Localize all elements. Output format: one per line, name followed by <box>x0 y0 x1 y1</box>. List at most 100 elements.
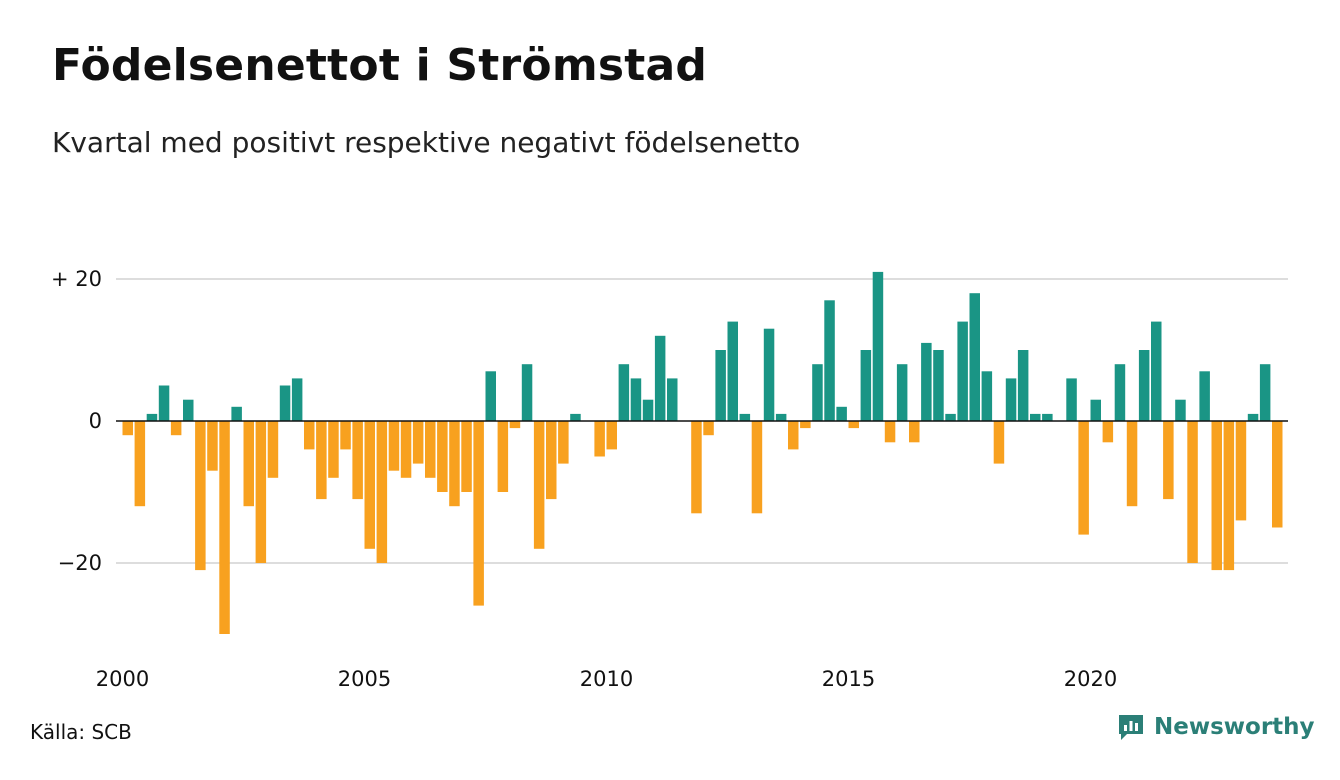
bar-positive <box>1259 364 1271 421</box>
bar-positive <box>945 413 956 421</box>
source-note: Källa: SCB <box>30 720 132 744</box>
bar-negative <box>848 421 859 429</box>
brand-logo[interactable]: Newsworthy <box>1116 712 1315 742</box>
bar-positive <box>921 342 932 421</box>
bar-negative <box>788 421 799 450</box>
x-tick-label: 2005 <box>338 667 391 691</box>
bar-negative <box>267 421 279 478</box>
bar-negative <box>376 421 388 563</box>
bar-positive <box>860 350 872 421</box>
bar-negative <box>255 421 267 563</box>
bar-negative <box>1187 421 1198 563</box>
chart-title: Födelsenettot i Strömstad <box>52 40 708 91</box>
bar-positive <box>1247 413 1259 421</box>
bar-negative <box>497 421 509 492</box>
bar-positive <box>654 335 666 421</box>
bar-positive <box>824 300 835 421</box>
bar-positive <box>727 321 738 421</box>
bar-negative <box>122 421 133 436</box>
bar-positive <box>836 406 847 421</box>
bar-negative <box>1126 421 1138 507</box>
bar-positive <box>969 293 980 421</box>
bar-negative <box>1078 421 1089 535</box>
bar-negative <box>909 421 920 443</box>
bar-negative <box>691 421 702 514</box>
x-tick-label: 2015 <box>822 667 875 691</box>
bar-positive <box>1042 413 1053 421</box>
bar-positive <box>1138 350 1150 421</box>
bar-negative <box>606 421 617 450</box>
bar-negative <box>1211 421 1222 571</box>
bar-negative <box>533 421 545 549</box>
bar-positive <box>630 378 642 421</box>
bar-negative <box>437 421 448 492</box>
bar-positive <box>158 385 170 421</box>
bar-positive <box>933 350 944 421</box>
x-axis-labels: 2000 2005 2010 2015 2020 <box>96 667 1117 691</box>
bar-chart: + 20 0 −20 2000 2005 2010 2015 2020 <box>51 267 1288 691</box>
bar-positive <box>957 321 968 421</box>
bar-negative <box>1163 421 1174 500</box>
bar-positive <box>812 364 823 421</box>
bar-positive <box>291 378 303 421</box>
bar-negative <box>400 421 412 478</box>
brand-name: Newsworthy <box>1154 714 1315 740</box>
bar-positive <box>715 350 726 421</box>
bar-negative <box>316 421 327 500</box>
bar-positive <box>667 378 678 421</box>
bar-positive <box>739 413 751 421</box>
bar-positive <box>485 371 496 421</box>
bar-negative <box>546 421 557 500</box>
bar-negative <box>388 421 400 471</box>
bar-positive <box>570 413 581 421</box>
y-tick-label: 0 <box>89 409 102 433</box>
y-axis-labels: + 20 0 −20 <box>51 267 102 575</box>
x-tick-label: 2000 <box>96 667 149 691</box>
bar-negative <box>207 421 218 471</box>
bar-positive <box>231 406 242 421</box>
bar-positive <box>1090 399 1101 421</box>
bar-negative <box>449 421 460 507</box>
bar-positive <box>763 328 775 421</box>
x-tick-label: 2020 <box>1064 667 1117 691</box>
bar-negative <box>425 421 436 478</box>
bar-negative <box>884 421 896 443</box>
y-tick-label: −20 <box>58 551 102 575</box>
y-tick-label: + 20 <box>51 267 102 291</box>
bar-negative <box>195 421 206 571</box>
bar-positive <box>1199 371 1210 421</box>
bar-positive <box>183 399 194 421</box>
bar-negative <box>352 421 363 500</box>
bar-negative <box>751 421 763 514</box>
bar-positive <box>1005 378 1017 421</box>
bar-negative <box>473 421 484 606</box>
newsworthy-logo-icon <box>1119 715 1143 740</box>
bar-positive <box>1114 364 1126 421</box>
bar-positive <box>1151 321 1162 421</box>
chart-subtitle: Kvartal med positivt respektive negativt… <box>52 126 801 159</box>
bar-negative <box>328 421 339 478</box>
bar-positive <box>146 413 158 421</box>
bar-positive <box>1175 399 1186 421</box>
bar-negative <box>461 421 472 492</box>
x-tick-label: 2010 <box>580 667 633 691</box>
bar-negative <box>412 421 424 464</box>
bar-positive <box>1030 413 1041 421</box>
bar-negative <box>800 421 811 429</box>
bar-positive <box>896 364 908 421</box>
bar-negative <box>1102 421 1114 443</box>
bar-positive <box>642 399 654 421</box>
bar-negative <box>703 421 714 436</box>
bar-negative <box>1272 421 1283 528</box>
bar-negative <box>304 421 315 450</box>
bar-positive <box>775 413 787 421</box>
bar-negative <box>594 421 605 457</box>
bar-positive <box>1017 350 1029 421</box>
bar-positive <box>981 371 993 421</box>
bar-negative <box>219 421 230 634</box>
bar-negative <box>134 421 146 507</box>
bars <box>122 271 1283 634</box>
bar-negative <box>340 421 351 450</box>
bar-positive <box>521 364 533 421</box>
bar-positive <box>618 364 630 421</box>
